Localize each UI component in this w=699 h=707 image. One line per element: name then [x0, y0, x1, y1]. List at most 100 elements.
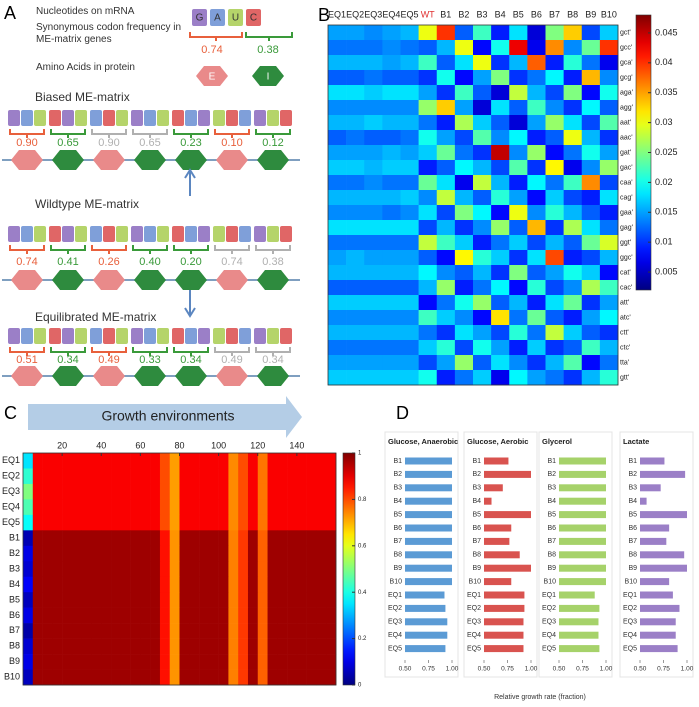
- heat-cell: [150, 483, 161, 500]
- y-tick-label: EQ1: [388, 592, 402, 599]
- heat-cell: [287, 514, 298, 531]
- heat-cell: [179, 483, 190, 500]
- heat-cell: [491, 85, 510, 101]
- heat-cell: [52, 545, 63, 562]
- heat-cell: [159, 592, 171, 608]
- heat-cell: [306, 468, 317, 485]
- heat-cell: [473, 220, 492, 236]
- heat-cell: [346, 175, 365, 191]
- heat-cell: [159, 638, 171, 655]
- codon-bracket: [50, 129, 86, 138]
- heat-cell: [169, 607, 180, 624]
- heat-cell: [218, 499, 229, 516]
- heat-cell: [581, 145, 601, 161]
- heat-cell: [527, 280, 546, 296]
- heat-cell: [189, 468, 200, 485]
- heat-cell: [62, 530, 73, 547]
- heat-cell: [130, 514, 141, 531]
- heat-cell: [179, 576, 190, 593]
- heat-cell: [257, 561, 268, 578]
- heat-cell: [436, 160, 456, 176]
- heat-cell: [42, 576, 53, 593]
- heat-cell: [346, 115, 365, 131]
- heat-cell: [111, 499, 122, 516]
- heat-cell: [473, 205, 492, 221]
- heat-cell: [418, 235, 438, 251]
- heat-cell: [62, 483, 73, 500]
- row-label: att': [620, 299, 629, 306]
- heat-cell: [306, 453, 317, 469]
- heat-cell: [150, 669, 161, 686]
- heat-cell: [454, 145, 474, 161]
- heat-cell: [599, 160, 619, 176]
- bar: [559, 631, 599, 639]
- amino-hex: [93, 150, 125, 170]
- heat-cell: [228, 514, 239, 531]
- codon-frequency: 0.90: [98, 137, 119, 149]
- y-tick-label: B10: [625, 578, 638, 585]
- heat-cell: [189, 669, 200, 686]
- heat-cell: [179, 499, 190, 516]
- heat-cell: [328, 340, 347, 356]
- heat-cell: [316, 623, 327, 639]
- heat-cell: [208, 453, 219, 469]
- frequency-label: Synonymous codon frequency in ME-matrix …: [36, 22, 182, 45]
- heat-cell: [208, 499, 219, 516]
- heat-cell: [287, 545, 298, 562]
- heat-cell: [81, 561, 92, 578]
- heat-cell: [296, 576, 307, 593]
- heat-cell: [140, 561, 151, 578]
- heat-cell: [111, 561, 122, 578]
- heat-cell: [111, 654, 122, 670]
- heat-cell: [23, 623, 34, 639]
- heat-cell: [199, 453, 210, 469]
- heat-cell: [130, 607, 141, 624]
- nucleotide-square: [131, 226, 143, 242]
- heat-cell: [120, 453, 131, 469]
- heat-cell: [140, 638, 151, 655]
- matrix-title: Equilibrated ME-matrix: [35, 310, 156, 324]
- heat-cell: [23, 530, 34, 547]
- heat-cell: [545, 280, 564, 296]
- heat-cell: [328, 370, 347, 386]
- heat-cell: [189, 638, 200, 655]
- heat-cell: [328, 40, 347, 56]
- heat-cell: [581, 115, 601, 131]
- column-label: B7: [549, 9, 560, 19]
- heat-cell: [267, 483, 278, 500]
- bar: [640, 564, 687, 572]
- matrix-title: Wildtype ME-matrix: [35, 197, 139, 211]
- heat-cell: [316, 453, 327, 469]
- x-tick-label: 60: [135, 440, 145, 450]
- heat-cell: [346, 190, 365, 206]
- heat-cell: [418, 160, 438, 176]
- heat-cell: [111, 607, 122, 624]
- heat-cell: [208, 576, 219, 593]
- heat-cell: [382, 220, 401, 236]
- heat-cell: [400, 55, 419, 71]
- heat-cell: [267, 623, 278, 639]
- heat-cell: [454, 340, 474, 356]
- heat-cell: [111, 592, 122, 608]
- heat-cell: [436, 205, 456, 221]
- heat-cell: [199, 483, 210, 500]
- y-tick-label: EQ5: [623, 645, 637, 652]
- heat-cell: [346, 250, 365, 266]
- row-label: ctc': [620, 344, 630, 351]
- heat-cell: [328, 85, 347, 101]
- heat-cell: [130, 623, 141, 639]
- heat-cell: [81, 623, 92, 639]
- heat-cell: [208, 514, 219, 531]
- heat-cell: [436, 325, 456, 341]
- heat-cell: [140, 499, 151, 516]
- heat-cell: [581, 220, 601, 236]
- heat-cell: [418, 175, 438, 191]
- heat-cell: [382, 310, 401, 326]
- amino-hex: [196, 66, 228, 86]
- heat-cell: [436, 280, 456, 296]
- amino-letter: E: [209, 72, 216, 83]
- codon-bracket: [173, 245, 209, 254]
- heat-cell: [346, 220, 365, 236]
- heat-cell: [364, 70, 383, 86]
